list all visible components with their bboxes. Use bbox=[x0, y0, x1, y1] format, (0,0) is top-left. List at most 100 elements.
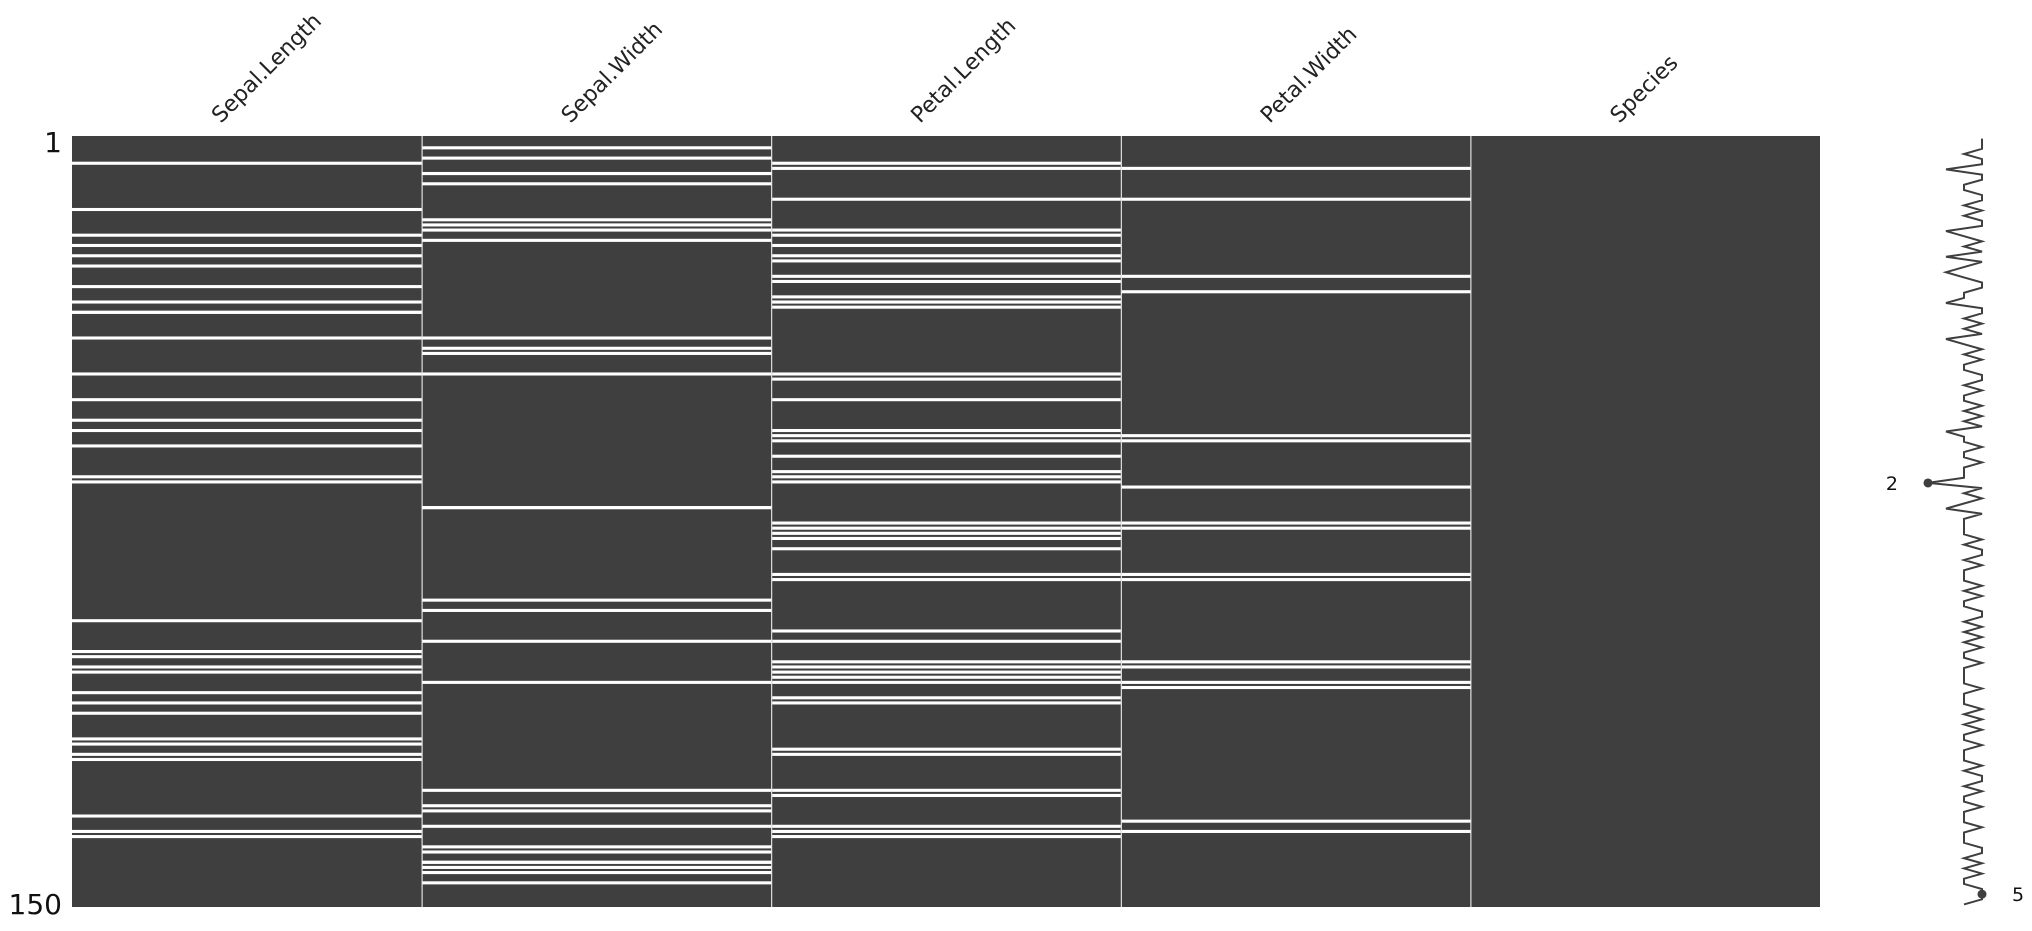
missing-marker bbox=[72, 665, 422, 669]
missing-marker bbox=[772, 259, 1121, 263]
missing-marker bbox=[1121, 290, 1471, 294]
missing-marker bbox=[72, 207, 422, 212]
missing-marker bbox=[422, 336, 772, 340]
completeness-sparkline: 2 5 bbox=[1886, 138, 2024, 906]
missing-marker bbox=[772, 660, 1121, 664]
missing-marker bbox=[72, 701, 422, 705]
missing-marker bbox=[72, 444, 422, 448]
sparkline-min-marker bbox=[1923, 478, 1933, 488]
missing-marker bbox=[422, 850, 772, 854]
missing-marker bbox=[1121, 572, 1471, 576]
missing-marker bbox=[422, 907, 772, 911]
missing-marker bbox=[422, 223, 772, 227]
missing-marker bbox=[72, 742, 422, 746]
column-label-species: Species bbox=[1606, 51, 1684, 129]
missing-marker bbox=[422, 639, 772, 643]
missing-marker bbox=[772, 572, 1121, 576]
missing-marker bbox=[772, 829, 1121, 833]
missing-marker bbox=[72, 285, 422, 289]
missing-marker bbox=[772, 372, 1121, 376]
missing-marker bbox=[72, 398, 422, 402]
missing-marker bbox=[772, 480, 1121, 484]
missing-marker bbox=[772, 470, 1121, 474]
missing-marker bbox=[72, 161, 422, 165]
sparkline-max-marker bbox=[1977, 889, 1987, 899]
missing-marker bbox=[772, 166, 1121, 170]
missing-marker bbox=[772, 629, 1121, 633]
missing-marker bbox=[72, 737, 422, 741]
missing-marker bbox=[72, 655, 422, 659]
missing-marker bbox=[772, 793, 1121, 798]
missing-marker bbox=[422, 598, 772, 602]
missing-marker bbox=[72, 829, 422, 833]
missing-marker bbox=[422, 845, 772, 849]
missing-marker bbox=[1121, 521, 1471, 525]
missing-marker bbox=[1121, 819, 1471, 823]
missing-marker bbox=[72, 650, 422, 654]
missing-marker bbox=[772, 475, 1121, 479]
missing-marker bbox=[772, 454, 1121, 458]
column-sepal-width bbox=[422, 136, 772, 907]
missing-marker bbox=[422, 809, 772, 813]
missing-marker bbox=[72, 757, 422, 762]
missing-marker bbox=[422, 156, 772, 160]
missing-marker bbox=[422, 228, 772, 232]
sparkline-max-label: 5 bbox=[2012, 884, 2024, 906]
missing-marker bbox=[772, 428, 1121, 433]
missing-marker bbox=[1121, 485, 1471, 489]
missing-marker bbox=[772, 279, 1121, 284]
missing-marker bbox=[772, 536, 1121, 541]
missing-marker bbox=[1121, 526, 1471, 530]
missing-marker bbox=[772, 228, 1121, 232]
column-sepal-length bbox=[72, 136, 422, 907]
row-label-first: 1 bbox=[44, 126, 62, 159]
missing-marker bbox=[772, 788, 1121, 792]
missing-marker bbox=[422, 804, 772, 808]
missing-marker bbox=[422, 881, 772, 885]
missing-marker bbox=[772, 824, 1121, 828]
missing-marker bbox=[72, 243, 422, 248]
missing-marker bbox=[72, 264, 422, 268]
missing-marker bbox=[772, 696, 1121, 700]
column-species bbox=[1471, 136, 1820, 907]
missing-marker bbox=[422, 608, 772, 612]
missing-marker bbox=[72, 835, 422, 839]
missing-marker bbox=[1121, 660, 1471, 664]
missing-marker bbox=[1121, 665, 1471, 669]
missing-marker bbox=[422, 171, 772, 176]
missing-marker bbox=[72, 372, 422, 376]
missing-marker bbox=[1121, 197, 1471, 201]
missing-marker bbox=[72, 670, 422, 674]
missing-marker bbox=[422, 860, 772, 864]
missing-marker bbox=[772, 305, 1121, 309]
missing-marker bbox=[1121, 829, 1471, 833]
missing-marker bbox=[772, 521, 1121, 525]
missing-marker bbox=[72, 310, 422, 314]
missing-marker bbox=[772, 254, 1121, 258]
missing-marker bbox=[72, 691, 422, 695]
missing-marker bbox=[422, 372, 772, 376]
missing-marker bbox=[772, 675, 1121, 679]
missing-marker bbox=[772, 670, 1121, 674]
missing-marker bbox=[772, 639, 1121, 643]
missing-marker bbox=[1121, 680, 1471, 684]
missing-marker bbox=[72, 428, 422, 433]
missing-marker bbox=[72, 480, 422, 484]
row-label-last: 150 bbox=[9, 888, 62, 921]
missing-marker bbox=[72, 418, 422, 422]
missing-marker bbox=[422, 871, 772, 875]
missing-marker bbox=[772, 161, 1121, 165]
missing-marker bbox=[422, 865, 772, 869]
missing-marker bbox=[772, 243, 1121, 248]
missing-marker bbox=[72, 475, 422, 479]
missing-marker bbox=[772, 531, 1121, 535]
missing-marker bbox=[72, 254, 422, 258]
sparkline-min-label: 2 bbox=[1886, 473, 1898, 495]
missing-marker bbox=[422, 218, 772, 222]
missing-marker bbox=[422, 506, 772, 510]
missing-marker bbox=[772, 377, 1121, 381]
missing-marker bbox=[772, 439, 1121, 443]
missing-marker bbox=[422, 238, 772, 242]
missing-marker bbox=[1121, 434, 1471, 438]
